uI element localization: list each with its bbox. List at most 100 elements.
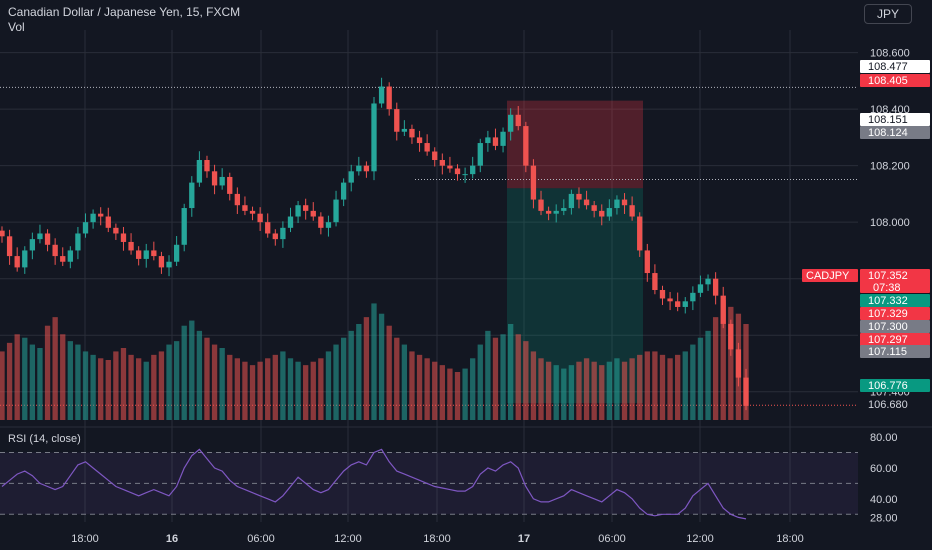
candle-body [675, 301, 681, 307]
volume-bar [667, 358, 673, 420]
volume-bar [621, 361, 628, 420]
volume-bar [447, 368, 453, 420]
candle-body [712, 278, 719, 296]
candle-body [60, 256, 66, 262]
candle-body [363, 165, 370, 172]
volume-bar [530, 351, 537, 420]
candle-body [652, 273, 658, 290]
candle-body [348, 171, 354, 183]
price-label-box [860, 113, 930, 126]
candle-body [189, 182, 195, 209]
candle-body [105, 216, 111, 228]
volume-bar [44, 325, 51, 420]
x-tick-label: 18:00 [423, 533, 451, 545]
volume-bar [234, 358, 241, 420]
candle-body [6, 236, 13, 257]
symbol-tag-box [802, 269, 858, 282]
candle-body [37, 233, 43, 240]
volume-bar [538, 358, 544, 420]
candle-body [120, 233, 127, 242]
price-label: 107.329 [868, 308, 908, 320]
currency-button[interactable]: JPY [864, 4, 912, 24]
volume-bar [242, 361, 248, 420]
rsi-tick-label: 60.00 [870, 463, 898, 475]
volume-bar [515, 334, 521, 420]
candle-body [644, 250, 650, 274]
volume-bar [545, 361, 552, 420]
x-tick-label: 17 [518, 533, 530, 545]
volume-bar [409, 351, 415, 420]
volume-bar [196, 330, 203, 420]
candle-body [234, 193, 241, 206]
volume-bar [697, 337, 704, 420]
candle-body [287, 216, 294, 228]
price-label-box [860, 74, 930, 87]
x-tick-label: 16 [166, 533, 178, 545]
candle-body [470, 165, 476, 175]
price-label: 107.332 [868, 295, 908, 307]
volume-bar [280, 351, 286, 420]
candle-body [462, 174, 468, 176]
symbol-tag: CADJPY [806, 270, 850, 282]
volume-bar [204, 337, 210, 420]
candle-body [530, 165, 537, 200]
volume-bar [583, 358, 590, 420]
volume-bar [378, 313, 385, 420]
candle-body [629, 205, 635, 217]
volume-bar [371, 303, 377, 420]
volume-bar [477, 344, 483, 420]
volume-bar [82, 351, 89, 420]
x-tick-label: 18:00 [71, 533, 99, 545]
volume-bar [363, 317, 370, 420]
candle-body [325, 222, 332, 228]
candle-body [340, 182, 347, 200]
candle-body [561, 208, 567, 211]
price-label-box [860, 126, 930, 139]
candle-body [227, 176, 233, 194]
volume-bar [340, 337, 347, 420]
candle-body [454, 168, 461, 175]
candle-body [22, 250, 28, 268]
candle-body [523, 126, 529, 166]
price-label-box [860, 333, 930, 346]
volume-bar [523, 341, 529, 420]
volume-bar [287, 358, 294, 420]
volume-bar [128, 354, 134, 420]
volume-bar [591, 361, 597, 420]
candle-body [356, 165, 362, 172]
candle-body [128, 241, 134, 251]
candle-body [667, 298, 673, 302]
volume-bar [219, 348, 225, 420]
volume-bar [644, 351, 650, 420]
price-label-box [860, 294, 930, 307]
candle-body [204, 160, 210, 172]
take-profit-zone[interactable] [507, 188, 643, 404]
candle-body [98, 213, 104, 217]
candle-body [583, 199, 590, 206]
rsi-label: RSI (14, close) [8, 433, 81, 445]
candle-body [257, 213, 263, 223]
candle-body [29, 239, 36, 251]
volume-bar [348, 330, 354, 420]
volume-bar [462, 368, 468, 420]
candle-body [507, 114, 514, 132]
candle-body [439, 160, 445, 166]
stop-loss-zone[interactable] [507, 100, 643, 189]
volume-bar [637, 354, 643, 420]
volume-bar [166, 344, 172, 420]
price-label: 106.776 [868, 380, 908, 392]
candle-body [515, 114, 521, 127]
volume-bar [120, 348, 127, 420]
volume-bar [318, 358, 324, 420]
volume-bar [227, 354, 233, 420]
candle-body [52, 244, 58, 257]
candle-body [378, 86, 385, 104]
x-tick-label: 06:00 [598, 533, 626, 545]
candle-body [485, 137, 491, 144]
volume-bar [52, 317, 58, 420]
volume-bar [659, 354, 666, 420]
candle-body [318, 216, 324, 228]
y-tick-label: 108.200 [870, 161, 910, 173]
candle-body [333, 199, 339, 223]
